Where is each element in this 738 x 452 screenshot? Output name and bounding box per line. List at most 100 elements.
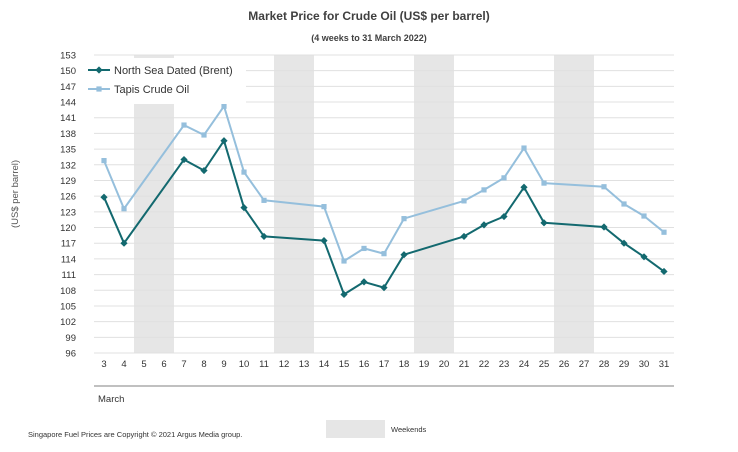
data-point: [521, 145, 527, 151]
x-tick-label: 6: [161, 359, 166, 370]
legend-entry: North Sea Dated (Brent): [88, 65, 233, 77]
data-point: [200, 166, 208, 175]
series-tapis: [101, 103, 667, 264]
data-point: [661, 229, 667, 235]
x-tick-label: 24: [519, 359, 530, 370]
y-tick-label: 132: [60, 160, 76, 171]
x-tick-label: 16: [359, 359, 370, 370]
x-tick-label: 9: [221, 359, 226, 370]
data-point: [520, 183, 528, 191]
y-tick-label: 120: [60, 223, 76, 234]
y-tick-label: 99: [65, 333, 76, 344]
data-point: [460, 232, 468, 241]
data-point: [500, 212, 508, 221]
data-point: [360, 278, 368, 286]
weekends-legend-label: Weekends: [391, 425, 427, 434]
weekend-band-3: [414, 55, 454, 353]
legend-entry: Tapis Crude Oil: [88, 84, 189, 96]
y-tick-label: 138: [60, 129, 76, 140]
data-point: [401, 216, 407, 222]
data-point: [660, 267, 668, 276]
x-tick-label: 26: [559, 359, 570, 370]
y-tick-label: 123: [60, 207, 76, 218]
data-point: [621, 201, 627, 207]
data-point: [181, 122, 187, 128]
legend-label: Tapis Crude Oil: [114, 84, 189, 96]
y-tick-label: 141: [60, 113, 76, 124]
y-tick-label: 111: [62, 270, 76, 281]
legend: North Sea Dated (Brent) Tapis Crude Oil: [82, 58, 246, 104]
weekends-legend-swatch: [326, 420, 385, 438]
data-point: [240, 204, 248, 212]
data-point: [400, 251, 408, 259]
x-tick-label: 29: [619, 359, 630, 370]
x-tick-label: 12: [279, 359, 290, 370]
x-tick-label: 17: [379, 359, 390, 370]
x-tick-label: 28: [599, 359, 610, 370]
legend-marker: [96, 86, 102, 92]
data-point: [620, 239, 628, 247]
data-point: [380, 284, 388, 292]
data-point: [321, 204, 327, 210]
x-tick-label: 27: [579, 359, 590, 370]
x-tick-label: 11: [259, 359, 269, 370]
data-point: [361, 245, 367, 252]
data-point: [201, 132, 207, 138]
data-point: [101, 158, 107, 164]
data-point: [540, 219, 548, 227]
y-tick-label: 96: [65, 349, 76, 360]
data-point: [501, 175, 507, 181]
x-tick-label: 14: [319, 359, 330, 370]
x-tick-label: 21: [459, 359, 470, 370]
data-point: [480, 221, 488, 229]
axes: 9699102105108111114117120123126129132135…: [60, 51, 674, 387]
grid-lines: [94, 54, 674, 354]
x-tick-label: 23: [499, 359, 510, 370]
legend-background: [82, 58, 246, 104]
x-tick-label: 10: [239, 359, 250, 370]
data-point: [481, 187, 487, 193]
y-tick-label: 102: [60, 317, 76, 328]
data-point: [120, 239, 128, 247]
copyright-footer: Singapore Fuel Prices are Copyright © 20…: [28, 430, 242, 439]
y-tick-label: 114: [61, 254, 76, 265]
x-tick-label: 20: [439, 359, 450, 370]
data-point: [600, 223, 608, 231]
x-tick-label: 25: [539, 359, 550, 370]
data-point: [180, 155, 188, 164]
weekend-band-4: [554, 55, 594, 353]
x-tick-label: 8: [201, 359, 206, 370]
data-point: [221, 103, 227, 109]
weekend-band-1: [134, 55, 174, 353]
data-point: [641, 213, 647, 219]
y-tick-label: 144: [60, 98, 76, 109]
data-point: [320, 236, 328, 245]
x-axis-month-label: March: [98, 394, 124, 405]
data-point: [100, 193, 108, 201]
y-tick-label: 108: [60, 286, 76, 297]
y-axis-label: (US$ per barrel): [10, 160, 21, 228]
y-tick-label: 117: [61, 239, 76, 250]
data-point: [341, 258, 347, 264]
chart-title: Market Price for Crude Oil (US$ per barr…: [248, 9, 489, 23]
data-point: [241, 169, 247, 175]
data-point: [381, 251, 387, 257]
x-tick-label: 30: [639, 359, 650, 370]
legend-label: North Sea Dated (Brent): [114, 65, 233, 77]
data-point: [261, 197, 267, 203]
legend-marker: [95, 66, 103, 74]
series-brent: [100, 137, 668, 299]
y-tick-label: 126: [60, 192, 76, 203]
data-point: [461, 198, 467, 204]
x-tick-label: 22: [479, 359, 490, 370]
x-tick-label: 18: [399, 359, 410, 370]
data-point: [340, 290, 348, 299]
y-tick-label: 135: [60, 145, 76, 156]
y-tick-label: 105: [60, 301, 76, 312]
x-tick-label: 13: [299, 359, 310, 370]
chart-subtitle: (4 weeks to 31 March 2022): [311, 33, 427, 43]
data-point: [121, 206, 127, 212]
series-lines: [100, 103, 668, 299]
data-point: [601, 184, 607, 190]
